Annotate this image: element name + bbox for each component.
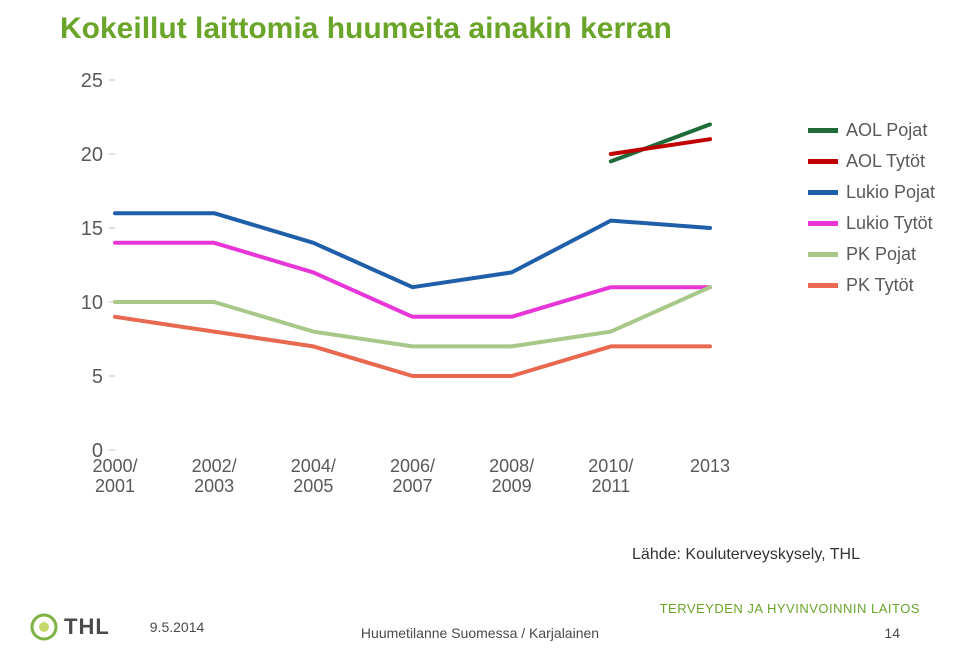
svg-text:2009: 2009 (492, 476, 532, 496)
svg-text:2010/: 2010/ (588, 456, 633, 476)
chart-source: Lähde: Kouluterveyskysely, THL (632, 546, 860, 564)
legend-label: AOL Tytöt (846, 151, 925, 172)
svg-text:5: 5 (92, 366, 103, 388)
legend-swatch (808, 221, 838, 226)
page-title: Kokeillut laittomia huumeita ainakin ker… (60, 12, 672, 46)
footer-org-text: TERVEYDEN JA HYVINVOINNIN LAITOS (660, 601, 920, 616)
svg-text:2003: 2003 (194, 476, 234, 496)
footer-center-text: Huumetilanne Suomessa / Karjalainen (361, 625, 599, 641)
legend-label: PK Tytöt (846, 275, 914, 296)
thl-logo-icon (30, 613, 58, 641)
thl-logo: THL (30, 613, 110, 641)
chart-legend: AOL Pojat AOL Tytöt Lukio Pojat Lukio Tytöt… (808, 120, 935, 306)
svg-text:2004/: 2004/ (291, 456, 336, 476)
svg-text:2000/: 2000/ (92, 456, 137, 476)
legend-label: Lukio Tytöt (846, 213, 933, 234)
svg-text:2011: 2011 (591, 476, 630, 496)
legend-label: Lukio Pojat (846, 182, 935, 203)
legend-swatch (808, 128, 838, 133)
svg-text:2002/: 2002/ (192, 456, 237, 476)
legend-swatch (808, 159, 838, 164)
legend-item: Lukio Pojat (808, 182, 935, 203)
svg-text:15: 15 (81, 218, 103, 240)
series-line (115, 213, 710, 287)
svg-text:2006/: 2006/ (390, 456, 435, 476)
svg-text:2007: 2007 (392, 476, 432, 496)
legend-label: AOL Pojat (846, 120, 927, 141)
legend-swatch (808, 252, 838, 257)
svg-text:25: 25 (81, 70, 103, 92)
svg-text:20: 20 (81, 144, 103, 166)
legend-item: PK Pojat (808, 244, 935, 265)
legend-label: PK Pojat (846, 244, 916, 265)
line-chart: 0510152025 2000/20012002/20032004/200520… (60, 70, 880, 510)
footer-left: THL 9.5.2014 (30, 613, 204, 641)
legend-item: AOL Tytöt (808, 151, 935, 172)
svg-text:10: 10 (81, 292, 103, 314)
series-line (115, 243, 710, 317)
svg-text:2005: 2005 (293, 476, 333, 496)
legend-item: PK Tytöt (808, 275, 935, 296)
legend-swatch (808, 283, 838, 288)
legend-swatch (808, 190, 838, 195)
footer-date: 9.5.2014 (150, 619, 205, 635)
svg-text:2013: 2013 (690, 456, 730, 476)
svg-text:2008/: 2008/ (489, 456, 534, 476)
svg-text:2001: 2001 (95, 476, 135, 496)
footer-page-number: 14 (884, 625, 900, 641)
thl-logo-text: THL (64, 614, 110, 640)
legend-item: AOL Pojat (808, 120, 935, 141)
legend-item: Lukio Tytöt (808, 213, 935, 234)
chart-container: 0510152025 2000/20012002/20032004/200520… (60, 70, 880, 510)
